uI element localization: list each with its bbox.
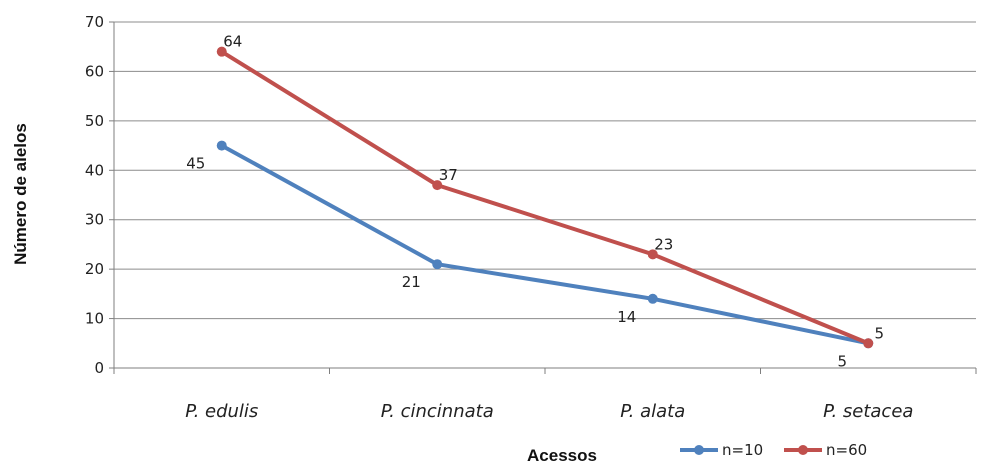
data-point bbox=[647, 293, 658, 304]
data-label: 23 bbox=[654, 235, 673, 253]
y-tick-label: 70 bbox=[85, 13, 104, 31]
y-tick-label: 10 bbox=[85, 310, 104, 328]
legend-swatch-marker bbox=[694, 445, 704, 455]
legend-swatch-marker bbox=[798, 445, 808, 455]
data-label: 14 bbox=[617, 308, 636, 326]
data-point bbox=[432, 259, 443, 270]
data-label: 45 bbox=[186, 155, 205, 173]
series-group bbox=[216, 46, 874, 349]
y-tick-label: 30 bbox=[85, 211, 104, 229]
data-point bbox=[216, 140, 227, 151]
y-axis-title: Número de alelos bbox=[11, 123, 30, 265]
y-tick-label: 0 bbox=[94, 359, 104, 377]
data-label: 64 bbox=[223, 33, 242, 51]
legend-label: n=60 bbox=[826, 441, 867, 459]
data-label: 5 bbox=[874, 324, 884, 342]
data-point bbox=[863, 338, 874, 349]
y-tick-label: 60 bbox=[85, 62, 104, 80]
data-point bbox=[216, 46, 227, 57]
x-tick-label: P. edulis bbox=[185, 401, 258, 422]
y-tick-label: 20 bbox=[85, 260, 104, 278]
data-labels: 45 21 14 5 64 37 23 5 bbox=[186, 33, 884, 371]
series-line-2 bbox=[219, 49, 871, 346]
x-tick-label: P. alata bbox=[620, 401, 685, 422]
data-point bbox=[647, 249, 658, 260]
legend-label: n=10 bbox=[722, 441, 763, 459]
x-tick-label: P. cincinnata bbox=[381, 401, 494, 422]
x-axis: P. edulis P. cincinnata P. alata P. setacea bbox=[113, 367, 977, 422]
data-label: 37 bbox=[439, 166, 458, 184]
data-label: 5 bbox=[837, 352, 847, 370]
y-tick-label: 40 bbox=[85, 161, 104, 179]
x-tick-label: P. setacea bbox=[823, 401, 913, 422]
series-line-1 bbox=[219, 143, 871, 346]
y-axis: 0 10 20 30 40 50 60 70 bbox=[85, 13, 115, 377]
y-tick-label: 50 bbox=[85, 112, 104, 130]
x-axis-title: Acessos bbox=[527, 446, 597, 465]
legend: n=10 n=60 bbox=[680, 441, 867, 459]
data-label: 21 bbox=[402, 273, 421, 291]
data-point bbox=[432, 180, 443, 191]
